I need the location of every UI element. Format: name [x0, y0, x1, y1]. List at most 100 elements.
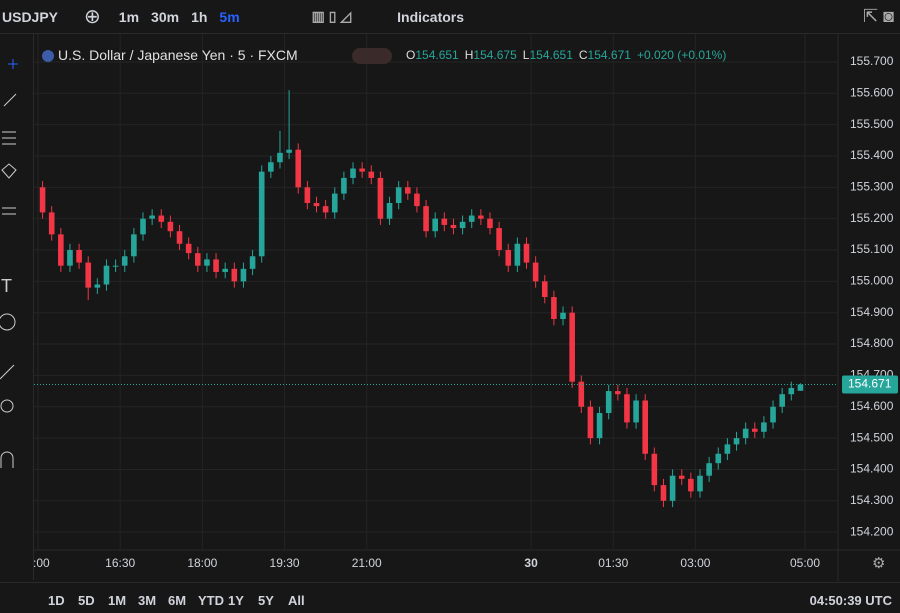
range-button[interactable]: 3M	[138, 593, 157, 608]
candle-body	[724, 444, 731, 454]
drawing-icons: T	[0, 59, 18, 468]
ohlc-value: 154.675	[473, 48, 517, 62]
y-tick-label: 155.700	[850, 54, 894, 68]
candle-body	[231, 268, 238, 282]
range-button[interactable]: 6M	[168, 593, 187, 608]
candle-body	[304, 187, 311, 203]
candle-body	[368, 171, 375, 178]
candle-body	[779, 394, 785, 407]
candle-body	[240, 268, 247, 282]
x-tick-label: 21:00	[352, 556, 382, 570]
candle-body	[121, 256, 128, 266]
candle-body	[322, 206, 329, 213]
visibility-toggle[interactable]	[352, 48, 392, 64]
candle-body	[405, 187, 411, 194]
y-tick-label: 155.000	[850, 274, 894, 288]
candle-body	[505, 250, 512, 266]
top-toolbar: USDJPY ⊕ 1m 30m 1h 5m ▥ ▯ ◿ Indicators ⇱ ◙	[0, 0, 900, 34]
candle-body	[578, 381, 585, 407]
zoom-icon[interactable]	[0, 399, 14, 413]
chart-type[interactable]: ▥ ▯ ◿	[311, 8, 352, 24]
candle-body	[624, 394, 630, 423]
candle-body	[377, 177, 384, 219]
legend-title: U.S. Dollar / Japanese Yen · 5 · FXCM	[58, 47, 298, 63]
drawing-toolbar: T	[0, 34, 34, 580]
y-tick-label: 154.400	[850, 462, 894, 476]
candle-body	[103, 265, 110, 285]
candle-body	[286, 149, 292, 153]
range-button[interactable]: 5Y	[258, 593, 274, 608]
x-tick-label: 18:00	[187, 556, 217, 570]
candle-body	[176, 231, 183, 244]
y-tick-label: 155.100	[850, 242, 894, 256]
range-button[interactable]: 5D	[78, 593, 95, 608]
candle-body	[651, 453, 658, 486]
candle-body	[688, 478, 694, 492]
x-tick-label: 30	[524, 556, 538, 570]
y-tick-label: 154.800	[850, 336, 894, 350]
crosshair-icon[interactable]	[8, 59, 18, 69]
emoji-icon[interactable]	[0, 313, 16, 331]
candle-body	[112, 265, 119, 267]
candle-body	[258, 171, 265, 257]
fullscreen[interactable]: ⇱ ◙	[863, 6, 894, 26]
intervals: 1m 30m 1h 5m	[113, 9, 246, 25]
fib-icon[interactable]	[2, 131, 16, 145]
y-tick-label: 154.900	[850, 305, 894, 319]
candle-body	[277, 152, 283, 163]
candle-body	[48, 212, 55, 235]
candle-body	[514, 243, 521, 266]
candle-body	[395, 187, 402, 203]
bottom-bar: 1D 5D 1M 3M 6M YTD 1Y 5Y All 04:50:39 UTC	[0, 582, 900, 613]
interval[interactable]: 30m	[151, 8, 180, 25]
candle-body	[541, 281, 548, 298]
interval[interactable]: 1h	[191, 8, 208, 25]
range-button[interactable]: 1D	[48, 593, 65, 608]
add-symbol[interactable]: ⊕	[84, 6, 101, 28]
candle-body	[295, 149, 302, 188]
ruler-icon[interactable]	[0, 364, 15, 380]
range-button[interactable]: All	[288, 593, 305, 608]
range-button[interactable]: 1M	[108, 593, 127, 608]
y-tick-label: 154.300	[850, 493, 894, 507]
symbol[interactable]: USDJPY	[2, 8, 59, 25]
candle-body	[697, 475, 703, 492]
candle-body	[341, 177, 347, 194]
candle-body	[596, 413, 603, 439]
candle-body	[569, 312, 575, 382]
indicators[interactable]: Indicators	[397, 8, 465, 25]
candle-body	[678, 475, 685, 479]
candle-body	[414, 193, 420, 207]
y-tick-label: 155.200	[850, 211, 894, 225]
candle-body	[359, 168, 365, 172]
candle-body	[797, 384, 804, 391]
candle-body	[523, 243, 530, 263]
candle-body	[85, 262, 92, 288]
x-tick-label: 5:00	[34, 556, 50, 570]
interval[interactable]: 1m	[118, 8, 140, 25]
trend-icon[interactable]	[3, 93, 17, 107]
candle-body	[770, 406, 776, 423]
settings-icon: ⚙	[872, 555, 885, 572]
candle-body	[551, 297, 557, 319]
y-tick-label: 155.400	[850, 148, 894, 162]
ohlc-label: H	[465, 48, 474, 62]
range-button[interactable]: YTD	[198, 593, 224, 608]
candle-body	[733, 438, 740, 445]
candle-body	[131, 234, 137, 257]
candle-body	[587, 406, 594, 439]
candle-body	[140, 218, 146, 235]
candle-body	[313, 202, 320, 207]
magnet-icon[interactable]	[0, 451, 14, 468]
projection-icon[interactable]	[2, 207, 16, 215]
interval[interactable]: 5m	[219, 8, 240, 25]
text-icon[interactable]: T	[1, 276, 12, 296]
candle-body	[222, 268, 228, 272]
x-tick-label: 05:00	[790, 556, 820, 570]
candle-body	[468, 215, 475, 222]
ohlc-label: O	[406, 48, 415, 62]
pattern-icon[interactable]	[1, 163, 17, 179]
candle-body	[268, 162, 274, 172]
candle-body	[94, 284, 101, 288]
range-button[interactable]: 1Y	[228, 593, 244, 608]
